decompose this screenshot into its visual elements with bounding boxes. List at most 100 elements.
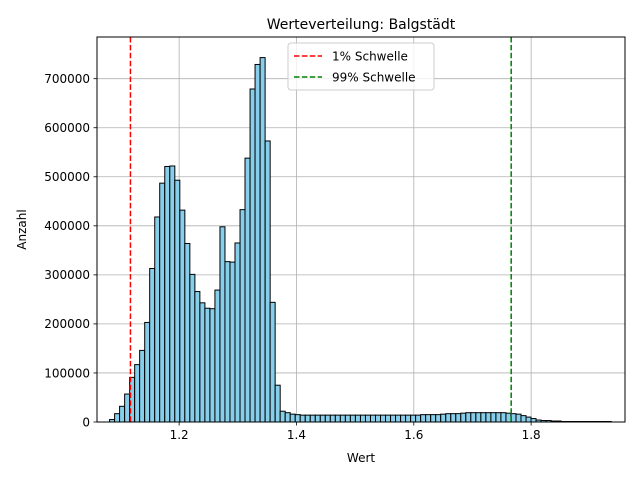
histogram-bar (520, 415, 527, 423)
histogram-bar (380, 414, 387, 423)
histogram-bar (259, 57, 266, 423)
histogram-bar (309, 414, 316, 423)
histogram-bar (490, 412, 497, 423)
histogram-bar (164, 165, 171, 423)
plot-frame (96, 36, 626, 423)
legend-label-99pct: 99% Schwelle (332, 71, 416, 85)
histogram-bar (199, 302, 206, 423)
histogram-bar (435, 414, 442, 423)
histogram-bar (289, 413, 296, 423)
y-tick-label: 100000 (44, 366, 90, 380)
histogram-bar (234, 242, 241, 423)
y-tick-label: 500000 (44, 170, 90, 184)
histogram-bar (129, 376, 136, 423)
histogram-bar (339, 414, 346, 423)
histogram-bar (304, 414, 311, 423)
x-axis-ticks: 1.2 1.4 1.6 1.8 (170, 422, 541, 442)
histogram-bar (334, 414, 341, 423)
histogram-bar (374, 414, 382, 423)
histogram-bar (194, 291, 201, 423)
y-tick-label: 0 (82, 415, 90, 429)
x-tick-label: 1.2 (170, 428, 189, 442)
histogram-bar (410, 414, 417, 423)
histogram-bar (249, 88, 256, 423)
histogram-bar (460, 412, 467, 423)
y-tick-label: 200000 (44, 317, 90, 331)
histogram-bar (159, 182, 166, 423)
histogram-bar (179, 209, 186, 423)
histogram-bar (189, 273, 196, 423)
histogram-bar (139, 349, 146, 423)
y-axis-label: Anzahl (15, 209, 29, 249)
histogram-bar (169, 165, 176, 423)
histogram-bar (204, 307, 211, 423)
y-tick-label: 600000 (44, 121, 90, 135)
histogram-bar (495, 412, 502, 423)
histogram-bar (415, 414, 422, 423)
histogram-bar (184, 242, 191, 423)
histogram-bar (515, 413, 522, 423)
histogram-bar (480, 412, 487, 423)
histogram-bar (485, 412, 492, 423)
histogram-bar (299, 414, 306, 423)
histogram-bar (400, 414, 407, 423)
histogram-bar (174, 179, 181, 423)
x-tick-label: 1.6 (404, 428, 423, 442)
histogram-bar (294, 414, 301, 423)
histogram-bar (455, 413, 462, 423)
histogram-bar (370, 414, 377, 423)
legend-label-1pct: 1% Schwelle (332, 50, 408, 64)
x-tick-label: 1.8 (522, 428, 541, 442)
histogram-bar (395, 414, 402, 423)
legend-box (287, 42, 435, 91)
histogram-bar (344, 414, 351, 423)
histogram-bar (219, 226, 226, 423)
x-axis-label: Wert (347, 451, 375, 465)
histogram-bar (149, 267, 156, 423)
legend: 1% Schwelle 99% Schwelle (287, 42, 435, 91)
histogram-bar (314, 414, 321, 423)
histogram-bar (354, 414, 361, 423)
histogram-bar (405, 414, 412, 423)
histogram-bar (505, 412, 512, 423)
histogram-bar (450, 413, 457, 423)
y-tick-label: 400000 (44, 219, 90, 233)
y-axis-ticks: 0 100000 200000 300000 400000 500000 600000 700… (44, 72, 97, 429)
histogram-bar (420, 414, 427, 423)
y-tick-label: 300000 (44, 268, 90, 282)
histogram-bar (430, 414, 437, 423)
chart-title: Werteverteilung: Balgstädt (267, 17, 456, 33)
histogram-bar (244, 157, 251, 423)
histogram-bar (530, 418, 537, 423)
y-tick-label: 700000 (44, 72, 90, 86)
histogram-bar (209, 308, 216, 423)
histogram-bar (239, 209, 246, 423)
histogram-bar (254, 63, 261, 423)
histogram-bar (349, 414, 356, 423)
histogram-bar (329, 414, 336, 423)
histogram-bar (114, 413, 121, 423)
histogram-bars (109, 57, 612, 423)
histogram-bar (465, 412, 472, 423)
histogram-bar (440, 413, 447, 423)
histogram-bar (324, 414, 331, 423)
histogram-bar (445, 413, 452, 423)
histogram-bar (425, 414, 432, 423)
histogram-bar (214, 289, 221, 423)
histogram-bar (390, 414, 397, 423)
histogram-bar (364, 414, 371, 423)
histogram-bar (269, 301, 276, 423)
histogram-bar (264, 140, 271, 423)
histogram-bar (134, 364, 141, 423)
histogram-bar (284, 412, 291, 423)
histogram-bar (229, 261, 236, 423)
reference-lines (129, 37, 512, 422)
histogram-bar (279, 410, 286, 423)
histogram-bar (144, 321, 151, 423)
histogram-bar (154, 216, 161, 423)
histogram-bar (274, 384, 281, 423)
histogram-bar (525, 416, 532, 423)
histogram-bar (119, 405, 126, 423)
histogram-bar (124, 393, 131, 423)
histogram-bar (475, 412, 482, 423)
